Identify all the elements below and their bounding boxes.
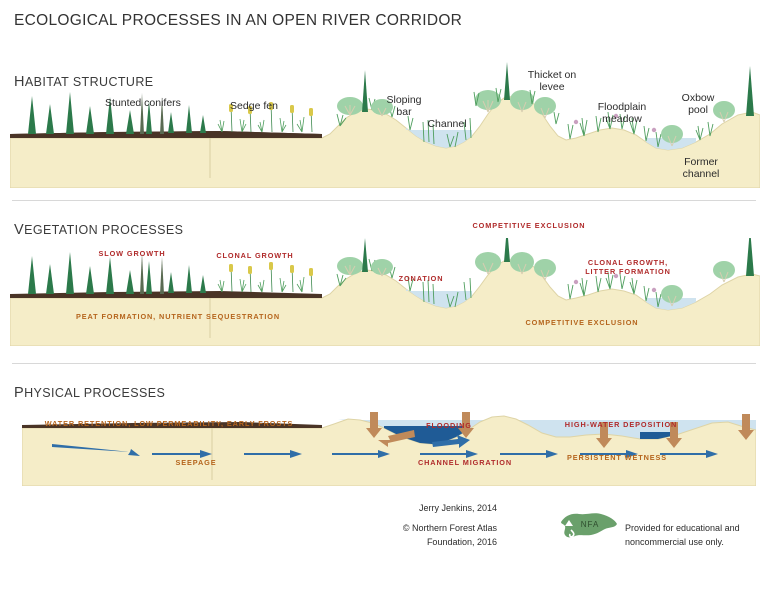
physical-label-persistent-wetness: PERSISTENT WETNESS: [566, 453, 668, 462]
vegetation-meadow-seedhead-group: [573, 273, 657, 293]
habitat-label-sedge-fen: Sedge fen: [230, 100, 278, 112]
vegetation-conifer-group: [28, 252, 206, 294]
physical-seepage-arrows: [52, 444, 718, 458]
physical-channel-migration-arrows: [378, 430, 470, 448]
habitat-label-channel: Channel: [427, 118, 467, 130]
physical-label-seepage: SEEPAGE: [175, 458, 217, 467]
vegetation-landform: [10, 258, 760, 346]
vegetation-label-clonal-growth: CLONAL GROWTH: [216, 251, 294, 260]
habitat-conifer-group: [28, 92, 206, 134]
vegetation-label-clonal-growth-litter: CLONAL GROWTH, LITTER FORMATION: [585, 258, 671, 277]
habitat-label-oxbow-pool: Oxbow pool: [681, 92, 715, 116]
habitat-label-stunted-conifers: Stunted conifers: [105, 97, 181, 109]
divider-vegetation-physical: [12, 363, 756, 364]
vegetation-bar-group: [336, 238, 472, 308]
physical-flooding-arrows: [366, 412, 754, 448]
vegetation-processes-panel: [10, 238, 760, 346]
physical-label-water-retention: WATER RETENTION, LOW PERMEABILITY, EARLY…: [44, 419, 294, 428]
svg-text:NFA: NFA: [581, 520, 600, 529]
physical-label-high-water-deposition: HIGH-WATER DEPOSITION: [564, 420, 678, 429]
habitat-meadow-seedhead-group: [573, 113, 657, 133]
habitat-label-thicket-on-levee: Thicket on levee: [527, 69, 577, 93]
divider-habitat-vegetation: [12, 200, 756, 201]
habitat-bar-vegetation: [336, 70, 472, 148]
footer-author: Jerry Jenkins, 2014: [418, 503, 497, 513]
habitat-label-floodplain-meadow: Floodplain meadow: [597, 101, 647, 125]
vegetation-sedge-group: [217, 263, 313, 293]
vegetation-label-competitive-exclusion-floodplain: COMPETITIVE EXCLUSION: [525, 318, 639, 327]
nfa-logo-icon: NFA: [557, 508, 619, 544]
section-heading-vegetation: VEGETATION PROCESSES: [14, 222, 184, 238]
habitat-levee-thicket: [473, 62, 560, 125]
vegetation-label-competitive-exclusion-levee: COMPETITIVE EXCLUSION: [472, 221, 586, 230]
section-heading-physical: PHYSICAL PROCESSES: [14, 385, 166, 401]
vegetation-seedhead-group: [229, 262, 313, 276]
habitat-meadow-vegetation: [567, 111, 662, 148]
footer-copyright: © Northern Forest Atlas Foundation, 2016: [402, 523, 497, 547]
physical-label-channel-migration: CHANNEL MIGRATION: [417, 458, 513, 467]
physical-landform: [22, 415, 756, 486]
habitat-structure-panel: [10, 60, 760, 188]
physical-label-flooding: FLOODING: [426, 421, 472, 430]
section-heading-habitat: HABITAT STRUCTURE: [14, 74, 154, 90]
vegetation-label-zonation: ZONATION: [398, 274, 444, 283]
footer-usage: Provided for educational and noncommerci…: [625, 523, 740, 547]
vegetation-levee-group: [475, 238, 556, 281]
physical-processes-panel: [22, 406, 756, 486]
habitat-sedge-group: [217, 103, 313, 133]
habitat-oxbow-vegetation: [661, 66, 754, 147]
vegetation-oxbow-group: [661, 238, 754, 307]
vegetation-label-peat-formation: PEAT FORMATION, NUTRIENT SEQUESTRATION: [76, 312, 281, 321]
page-title: ECOLOGICAL PROCESSES IN AN OPEN RIVER CO…: [14, 12, 463, 29]
vegetation-meadow-group: [567, 271, 662, 308]
habitat-label-sloping-bar: Sloping bar: [386, 94, 422, 118]
habitat-sedge-seedhead-group: [229, 102, 313, 116]
vegetation-label-slow-growth: SLOW GROWTH: [98, 249, 166, 258]
habitat-label-former-channel: Former channel: [682, 156, 720, 180]
